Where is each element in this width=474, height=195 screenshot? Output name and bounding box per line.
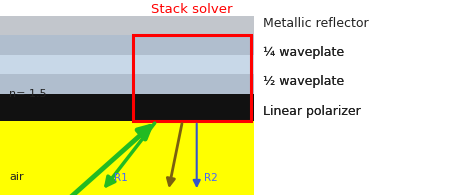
Text: ½ waveplate: ½ waveplate — [263, 75, 344, 88]
Text: R2: R2 — [204, 173, 218, 183]
Text: ¼ waveplate: ¼ waveplate — [263, 46, 344, 59]
Bar — [0, 55, 254, 74]
Text: ¼ waveplate: ¼ waveplate — [263, 46, 344, 59]
Text: ½ waveplate: ½ waveplate — [263, 75, 344, 88]
Bar — [0, 74, 254, 94]
Bar — [0, 121, 254, 195]
Text: Metallic reflector: Metallic reflector — [263, 17, 369, 30]
Text: Linear polarizer (transmission axis 0°): Linear polarizer (transmission axis 0°) — [263, 107, 436, 116]
Text: ¼ waveplate (slow axis 75°): ¼ waveplate (slow axis 75°) — [263, 48, 392, 57]
Bar — [0, 16, 254, 35]
Text: air: air — [9, 172, 24, 183]
Text: Stack solver: Stack solver — [151, 3, 233, 16]
Text: ½ waveplate (slow axis 15°): ½ waveplate (slow axis 15°) — [263, 77, 392, 86]
Text: n= 1.5: n= 1.5 — [9, 89, 47, 99]
Text: Linear polarizer: Linear polarizer — [263, 105, 361, 118]
Bar — [133, 35, 251, 121]
Text: R1: R1 — [114, 173, 128, 183]
Bar — [0, 94, 254, 121]
Bar — [0, 35, 254, 55]
Text: Linear polarizer: Linear polarizer — [263, 105, 361, 118]
